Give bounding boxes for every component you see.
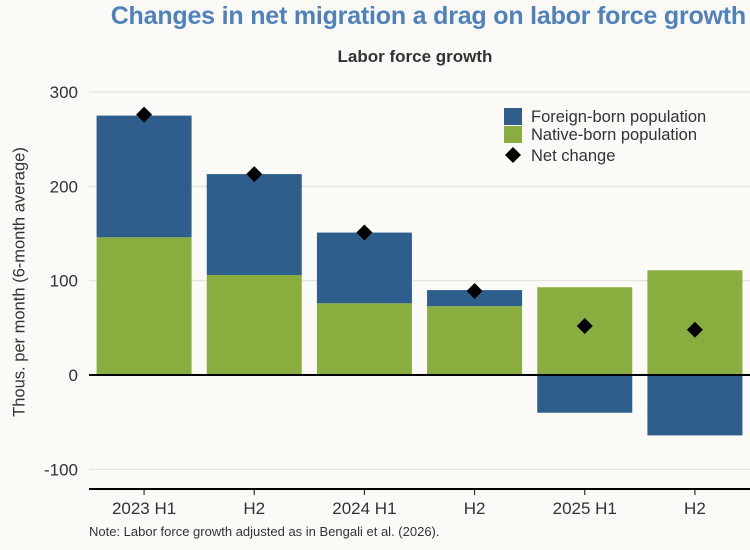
net-change-marker: [576, 317, 593, 334]
bar-foreign-born: [316, 232, 412, 304]
x-tick-label: H2: [243, 499, 265, 518]
y-tick-label: 300: [50, 83, 78, 102]
legend-label: Native-born population: [531, 126, 697, 144]
y-tick-label: -100: [44, 460, 78, 479]
legend-diamond-icon: [505, 147, 521, 163]
chart-title: Labor force growth: [337, 47, 493, 66]
net-change-marker: [466, 283, 483, 300]
legend-swatch-native-born: [504, 126, 522, 143]
legend-label: Foreign-born population: [531, 108, 706, 126]
x-tick-label: 2023 H1: [112, 499, 176, 518]
y-tick-label: 0: [69, 366, 78, 385]
legend-swatch-foreign-born: [504, 108, 522, 125]
net-change-marker: [136, 106, 153, 123]
x-tick-label: 2024 H1: [332, 499, 396, 518]
bar-native-born: [427, 306, 523, 375]
net-change-marker: [686, 321, 703, 338]
net-change-marker: [246, 166, 263, 183]
bar-foreign-born: [647, 375, 743, 436]
bar-foreign-born: [96, 115, 192, 238]
page-title: Changes in net migration a drag on labor…: [110, 2, 746, 30]
y-tick-label: 100: [50, 272, 78, 291]
x-tick-label: H2: [684, 499, 706, 518]
legend-label: Net change: [531, 147, 615, 165]
bar-native-born: [206, 275, 302, 375]
x-tick-label: H2: [464, 499, 486, 518]
chart-note: Note: Labor force growth adjusted as in …: [89, 524, 440, 539]
bar-foreign-born: [537, 375, 633, 413]
bar-foreign-born: [206, 174, 302, 276]
net-change-marker: [356, 224, 373, 241]
x-tick-label: 2025 H1: [553, 499, 617, 518]
y-tick-label: 200: [50, 177, 78, 196]
bar-native-born: [96, 237, 192, 375]
bar-native-born: [316, 303, 412, 375]
